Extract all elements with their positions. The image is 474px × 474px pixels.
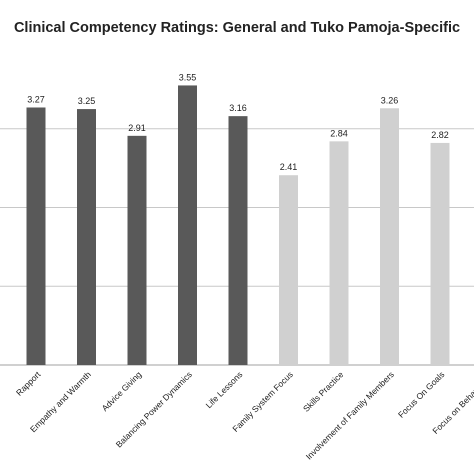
- bar: [127, 135, 147, 365]
- data-label: 3.55: [179, 72, 197, 82]
- bar: [380, 108, 399, 366]
- data-label: 2.41: [280, 162, 298, 172]
- category-tick-label: Life Lessons: [204, 369, 245, 410]
- bar: [26, 107, 46, 366]
- bar: [430, 142, 450, 365]
- category-tick-label: Involvement of Family Members: [304, 369, 396, 461]
- data-label: 3.25: [78, 96, 96, 106]
- data-label: 2.91: [128, 123, 146, 133]
- data-label: 3.26: [381, 95, 399, 105]
- category-tick-label: Skills Practice: [301, 369, 346, 414]
- category-tick-label: Advice Giving: [100, 369, 144, 413]
- category-tick-label: Focus On Goals: [396, 369, 447, 420]
- bar: [228, 116, 248, 366]
- data-label: 3.16: [229, 103, 247, 113]
- category-tick-label: Rapport: [14, 369, 43, 398]
- bar: [329, 141, 349, 365]
- bar: [279, 175, 298, 365]
- bar: [77, 109, 96, 365]
- data-label: 3.27: [27, 94, 45, 104]
- bar: [178, 85, 197, 365]
- data-label: 2.84: [330, 128, 348, 138]
- data-label: 2.82: [431, 130, 449, 140]
- chart-title: Clinical Competency Ratings: General and…: [13, 20, 461, 36]
